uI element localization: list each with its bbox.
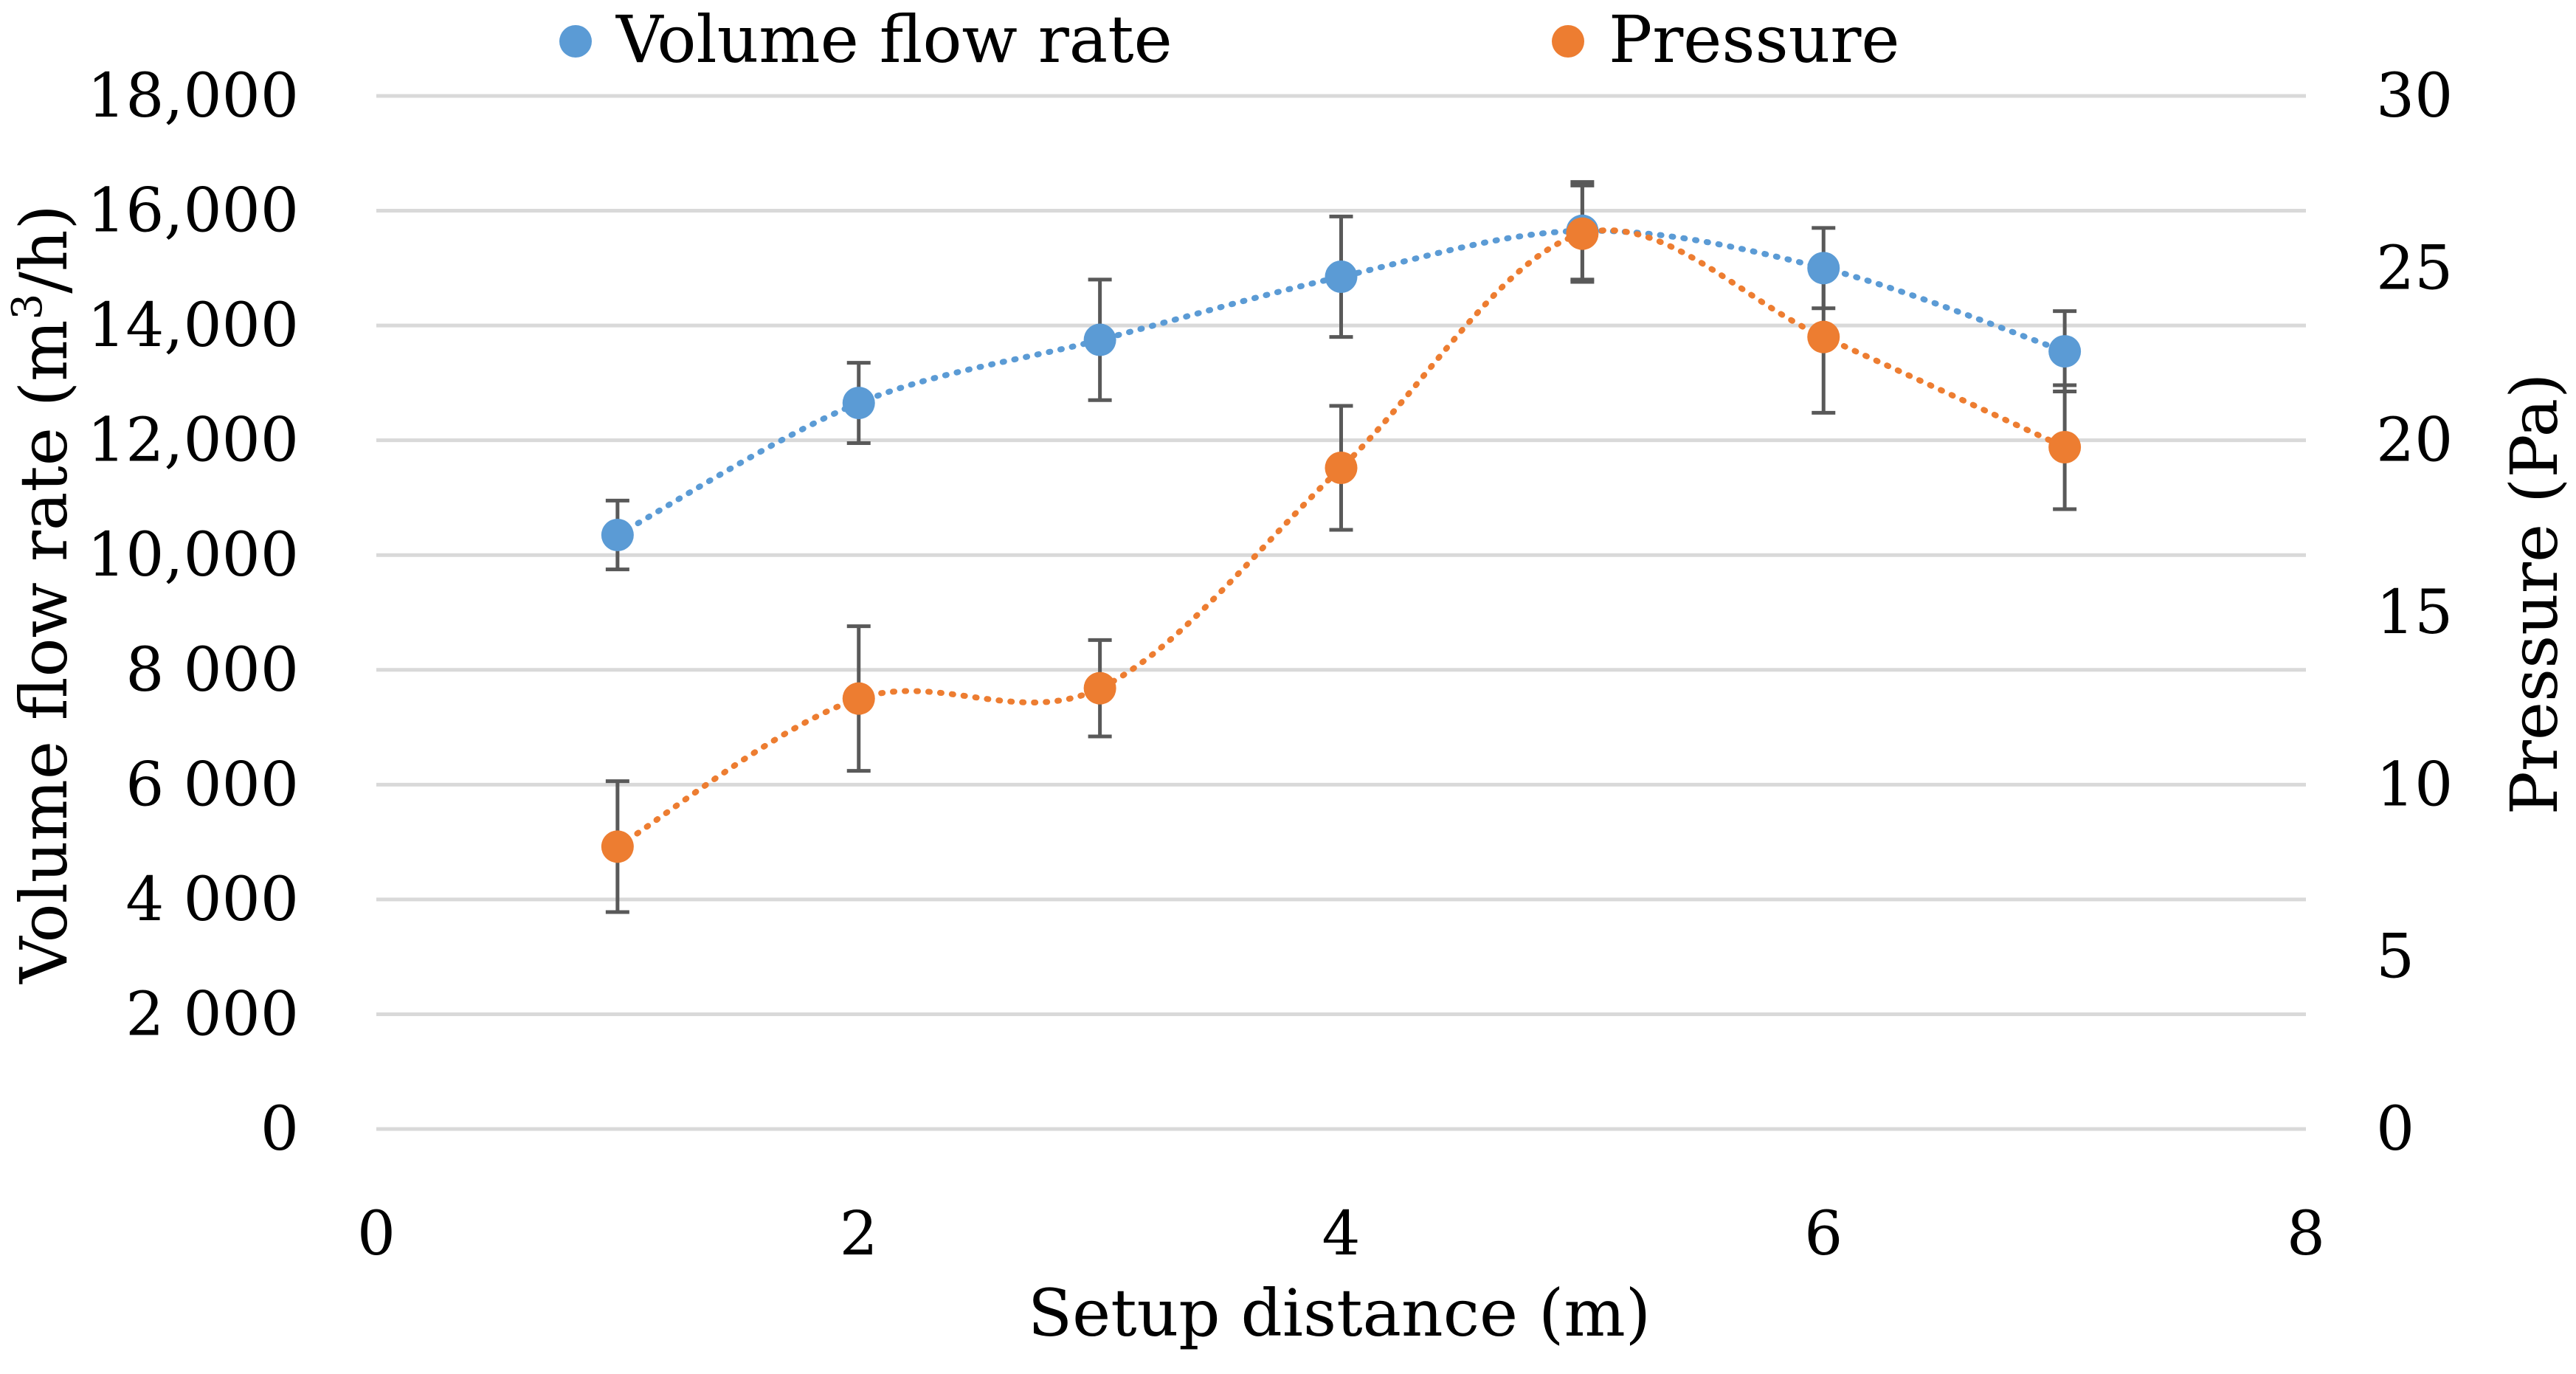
legend: Volume flow rate Pressure xyxy=(559,1,1900,77)
x-tick-label: 4 xyxy=(1322,1199,1360,1269)
legend-marker-pressure xyxy=(1552,25,1584,58)
legend-marker-volume-flow-rate xyxy=(559,25,592,58)
y-axis-right-title: Pressure (Pa) xyxy=(2496,373,2572,815)
y-right-tick-label: 30 xyxy=(2376,61,2453,131)
point-pressure xyxy=(1325,452,1358,484)
x-tick-label: 2 xyxy=(840,1199,878,1269)
y-left-tick-label: 14,000 xyxy=(87,291,299,361)
y-axis-left-title-tail: /h) xyxy=(6,204,82,294)
x-axis-title: Setup distance (m) xyxy=(1028,1275,1651,1351)
y-right-tick-label: 10 xyxy=(2376,750,2453,820)
y-right-tick-label: 20 xyxy=(2376,406,2453,476)
point-pressure xyxy=(1566,217,1599,250)
y-axis-left-title: Volume flow rate (m3/h) xyxy=(4,204,82,984)
legend-label-pressure: Pressure xyxy=(1609,1,1900,77)
point-pressure xyxy=(1807,320,1840,353)
y-left-tick-label: 10,000 xyxy=(87,520,299,590)
y-right-tick-label: 5 xyxy=(2376,922,2414,992)
point-pressure xyxy=(2048,431,2082,463)
point-volume-flow-rate xyxy=(2048,335,2082,368)
point-volume-flow-rate xyxy=(842,387,875,420)
y-left-tick-label: 6 000 xyxy=(125,750,299,820)
y-right-tick-label: 25 xyxy=(2376,233,2453,303)
legend-label-volume-flow-rate: Volume flow rate xyxy=(615,1,1173,77)
point-volume-flow-rate xyxy=(1083,323,1116,356)
y-right-tick-label: 0 xyxy=(2376,1094,2414,1164)
y-left-tick-label: 8 000 xyxy=(125,635,299,705)
x-tick-label: 6 xyxy=(1804,1199,1843,1269)
point-pressure xyxy=(601,830,634,863)
point-volume-flow-rate xyxy=(1807,252,1840,285)
point-pressure xyxy=(1083,672,1116,705)
point-pressure xyxy=(842,682,875,715)
point-volume-flow-rate xyxy=(1325,260,1358,293)
y-left-tick-label: 12,000 xyxy=(87,406,299,476)
gridlines xyxy=(376,94,2306,1131)
y-left-tick-label: 2 000 xyxy=(125,979,299,1049)
y-axis-left-title-superscript: 3 xyxy=(4,294,52,320)
y-left-tick-label: 18,000 xyxy=(87,61,299,131)
x-axis-ticks: 0 2 4 6 8 xyxy=(357,1199,2325,1269)
point-volume-flow-rate xyxy=(601,519,634,551)
y-left-tick-label: 4 000 xyxy=(125,865,299,935)
y-left-tick-label: 0 xyxy=(260,1094,299,1164)
x-tick-label: 0 xyxy=(357,1199,396,1269)
x-tick-label: 8 xyxy=(2287,1199,2325,1269)
y-axis-left-title-base: Volume flow rate (m xyxy=(6,320,82,984)
y-left-tick-label: 16,000 xyxy=(87,176,299,246)
y-axis-left-ticks: 0 2 000 4 000 6 000 8 000 10,000 12,000 14,000 1… xyxy=(87,61,299,1164)
data-points xyxy=(601,214,2082,863)
y-axis-right-ticks: 0 5 10 15 20 25 30 xyxy=(2376,61,2453,1164)
y-right-tick-label: 15 xyxy=(2376,578,2453,648)
